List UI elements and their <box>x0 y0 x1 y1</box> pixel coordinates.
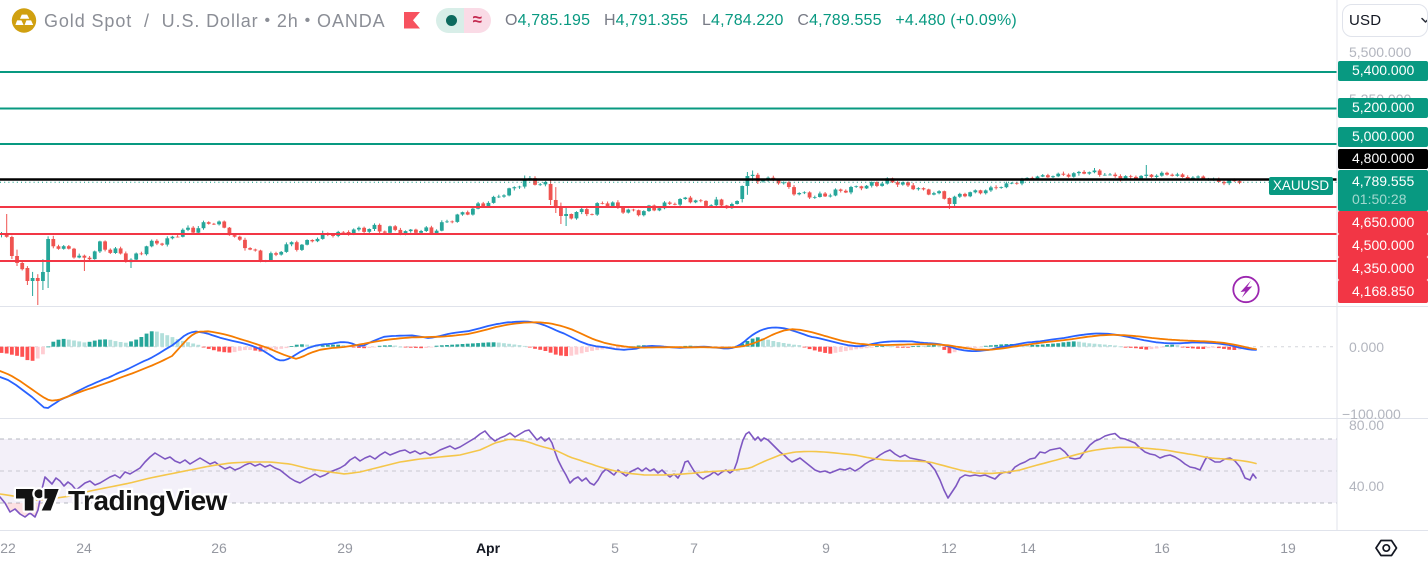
svg-text:TradingView: TradingView <box>68 485 228 516</box>
